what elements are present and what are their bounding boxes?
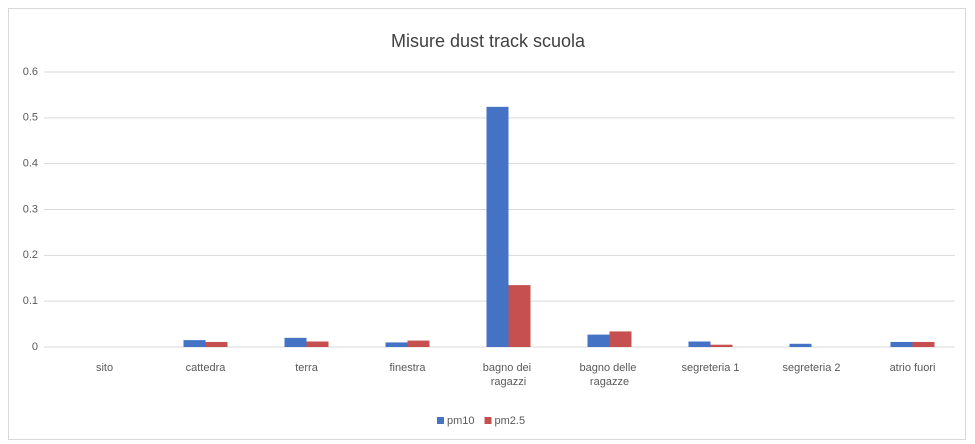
legend-swatch	[484, 417, 492, 424]
x-tick-label: bagno delle ragazze	[580, 362, 640, 388]
y-tick-label: 0.4	[23, 158, 38, 170]
y-tick-label: 0.3	[23, 203, 38, 215]
y-tick-label: 0.6	[23, 66, 38, 78]
x-tick-label: segreteria 2	[782, 362, 840, 374]
y-tick-label: 0.5	[23, 112, 38, 124]
x-tick-label: atrio fuori	[890, 362, 936, 374]
bar	[789, 343, 812, 347]
y-tick-label: 0	[32, 341, 38, 353]
x-tick-label: bagno dei ragazzi	[483, 362, 534, 388]
bar	[205, 341, 228, 347]
bar	[284, 337, 307, 347]
bar	[486, 106, 509, 347]
bar	[710, 344, 733, 347]
bar	[407, 340, 430, 347]
legend-swatch	[437, 417, 444, 424]
bar	[912, 341, 935, 347]
y-tick-label: 0.1	[23, 295, 38, 307]
bar	[183, 340, 206, 347]
bar	[587, 334, 610, 347]
legend-label: pm2.5	[495, 415, 526, 427]
legend-label: pm10	[447, 415, 475, 427]
bar	[385, 342, 408, 347]
x-tick-label: sito	[96, 362, 113, 374]
bar	[890, 341, 913, 347]
y-tick-label: 0.2	[23, 249, 38, 261]
chart-title: Misure dust track scuola	[391, 31, 586, 51]
bar	[609, 331, 632, 347]
x-tick-label: segreteria 1	[681, 362, 739, 374]
x-tick-label: cattedra	[186, 362, 227, 374]
bar	[306, 341, 329, 347]
x-tick-label: terra	[295, 362, 319, 374]
x-tick-label: finestra	[389, 362, 426, 374]
bar	[688, 341, 711, 347]
bar	[508, 285, 531, 347]
